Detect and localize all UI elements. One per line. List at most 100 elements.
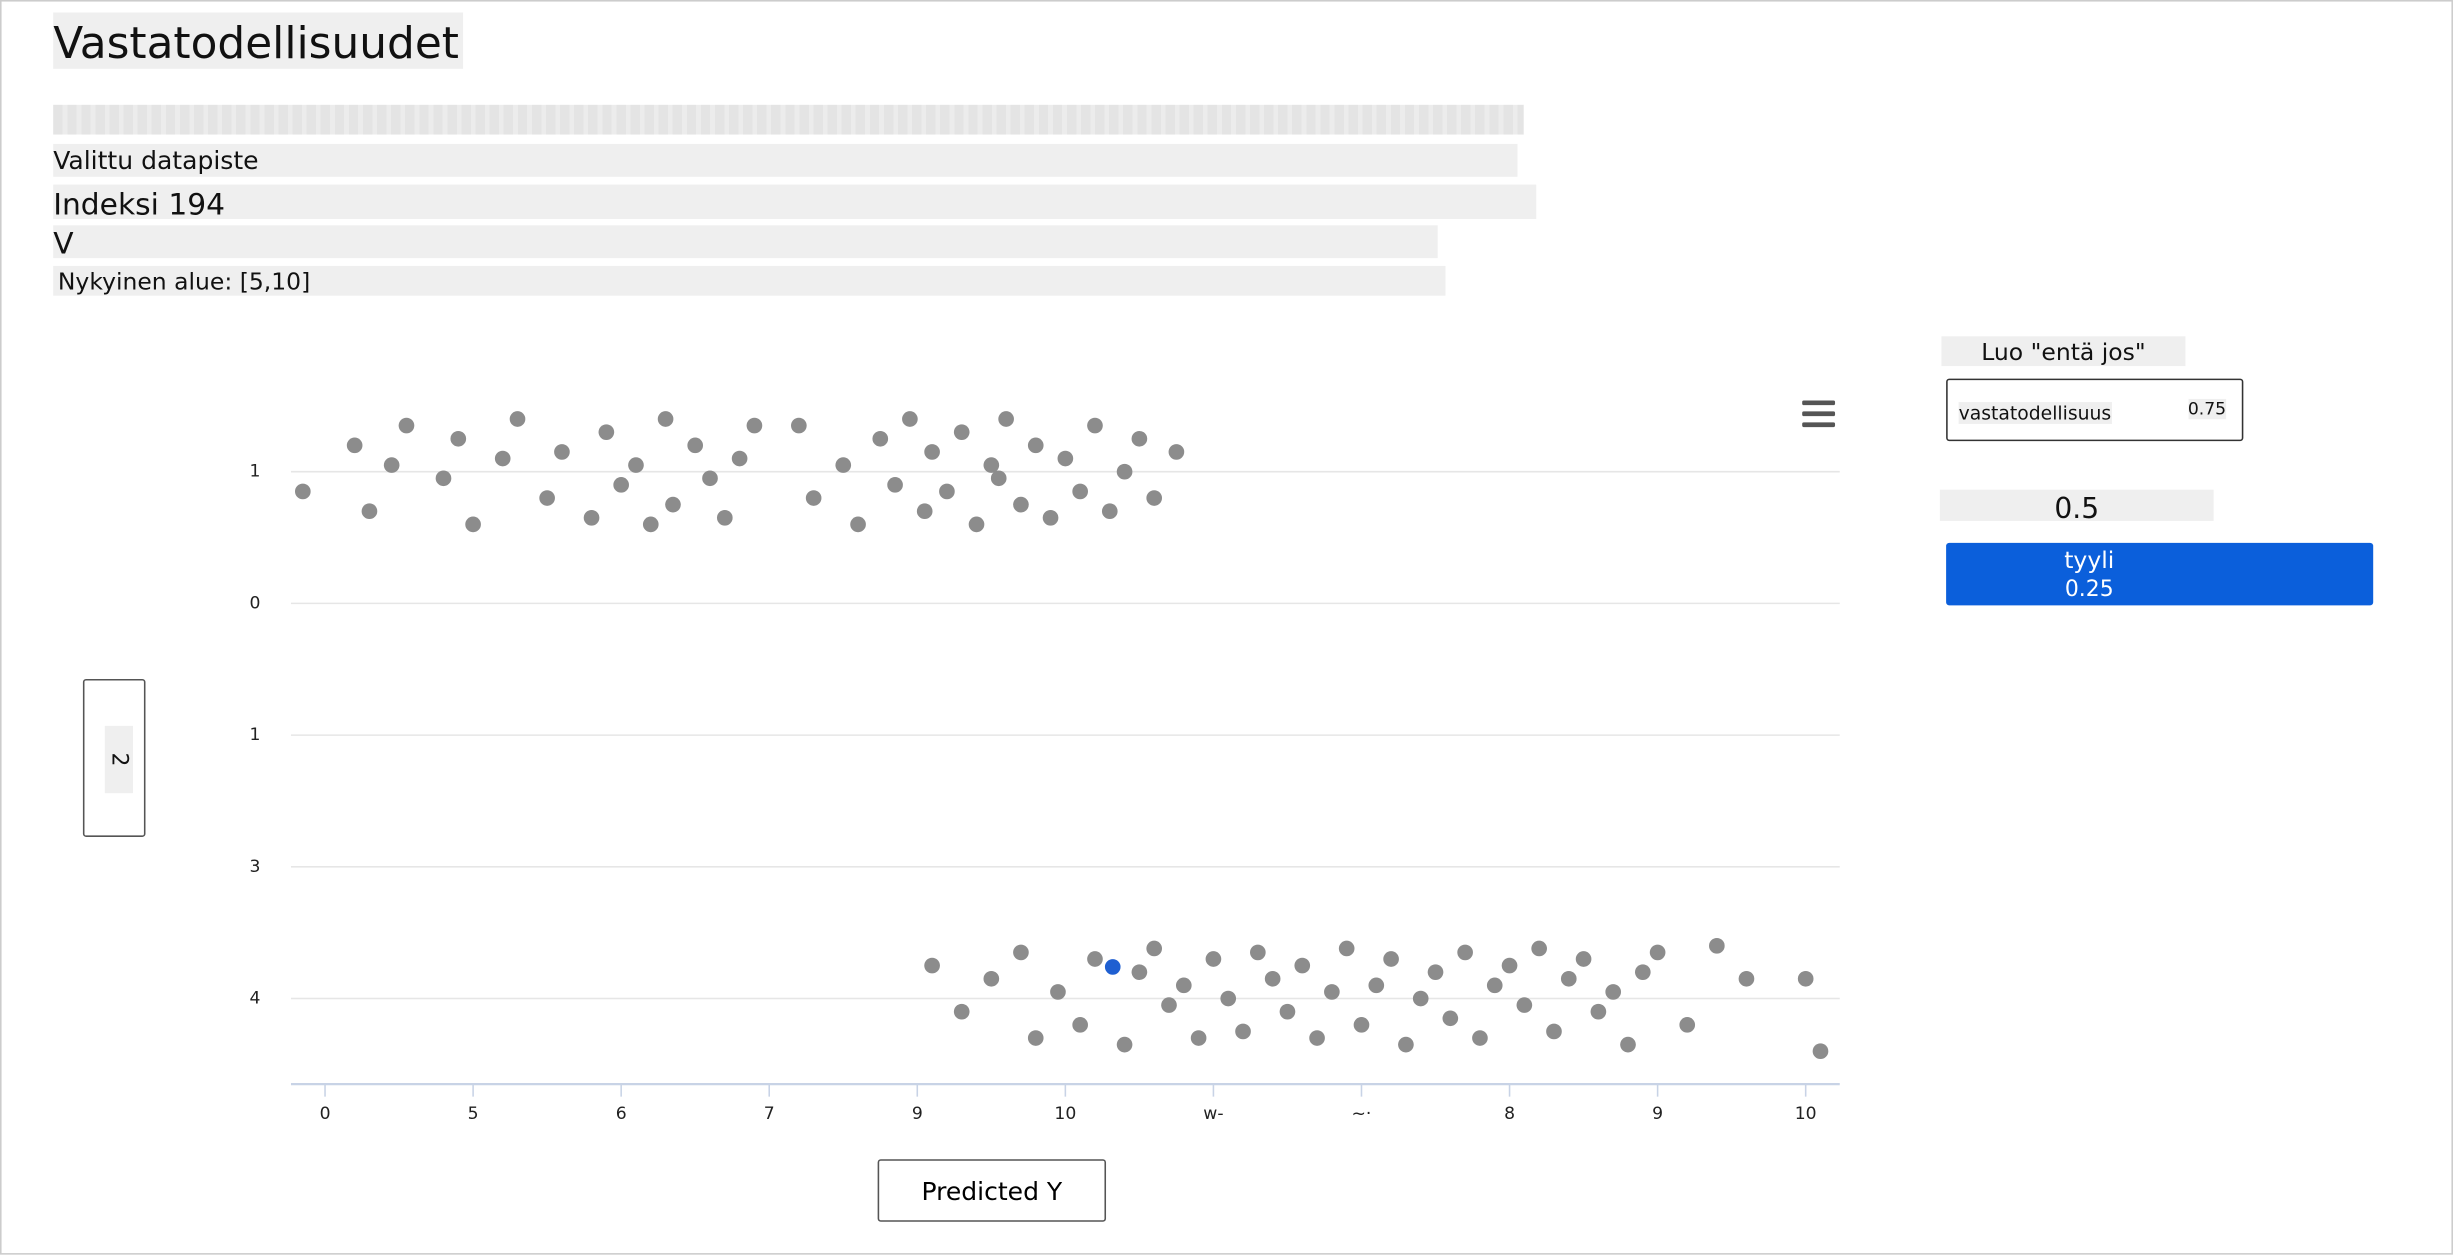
input-value: 0.75 — [2187, 398, 2227, 420]
data-point — [1087, 951, 1103, 967]
data-point — [1457, 944, 1473, 961]
data-point — [598, 424, 615, 440]
data-point — [383, 457, 400, 473]
data-point — [1605, 984, 1622, 1000]
x-tick-label: 0 — [320, 1104, 331, 1124]
page-title: Vastatodellisuudet — [53, 12, 464, 69]
data-point — [1383, 951, 1399, 967]
selected-label: Valittu datapiste — [53, 143, 1518, 177]
data-point — [1634, 964, 1651, 980]
y-tick-label: 1 — [250, 725, 261, 745]
data-point — [1398, 1036, 1414, 1053]
data-point — [494, 450, 511, 467]
data-point — [1709, 938, 1725, 954]
x-tick-label: 7 — [764, 1104, 775, 1124]
data-point — [435, 470, 452, 487]
data-point — [1042, 509, 1059, 526]
data-point — [1368, 977, 1385, 994]
data-point — [924, 444, 940, 460]
x-axis-button[interactable]: Predicted Y — [877, 1159, 1107, 1222]
data-point — [1161, 997, 1177, 1013]
what-if-input[interactable]: vastatodellisuus 0.75 — [1946, 378, 2244, 442]
data-point — [939, 483, 955, 500]
button-label: tyyli — [2064, 545, 2115, 575]
data-point — [953, 1003, 970, 1020]
data-point — [924, 957, 940, 974]
data-point — [1013, 944, 1029, 961]
x-tick-label: 8 — [1504, 1104, 1515, 1124]
data-point — [887, 477, 903, 493]
data-point — [346, 437, 363, 454]
x-tick-label: 9 — [1652, 1104, 1663, 1124]
y-tick-label: 4 — [250, 989, 261, 1009]
y-axis-label: 2 — [104, 725, 133, 794]
button-value: 0.25 — [2064, 577, 2114, 603]
data-point — [1324, 984, 1340, 1000]
data-point — [1205, 951, 1222, 967]
data-point — [805, 490, 822, 506]
data-point — [1168, 444, 1185, 460]
data-point — [613, 477, 629, 493]
menu-icon[interactable] — [1802, 400, 1836, 428]
data-point — [1027, 437, 1044, 454]
data-point — [872, 430, 889, 447]
data-point — [583, 509, 600, 526]
slider-value: 0.5 — [1939, 489, 2214, 526]
range-label: Nykyinen alue: [5,10] — [53, 265, 1446, 296]
data-point — [1531, 940, 1547, 957]
data-point — [983, 457, 1000, 473]
data-point — [1087, 417, 1103, 434]
data-point — [1131, 430, 1148, 447]
x-tick-label: 6 — [616, 1104, 627, 1124]
data-point — [1072, 483, 1088, 500]
data-point — [642, 516, 659, 533]
data-point — [791, 417, 807, 434]
data-point — [1027, 1030, 1044, 1046]
x-tick-label: ~· — [1352, 1104, 1372, 1124]
y-axis-button[interactable]: 2 — [82, 678, 146, 837]
data-point — [1131, 964, 1148, 980]
data-point — [1050, 984, 1066, 1000]
x-tick-label: 5 — [468, 1104, 479, 1124]
data-point — [1486, 977, 1503, 994]
data-point — [361, 503, 378, 520]
data-point — [398, 417, 415, 434]
data-point — [1442, 1010, 1459, 1027]
data-point — [968, 516, 985, 533]
y-tick-label: 1 — [250, 462, 261, 482]
data-point — [1101, 503, 1118, 520]
input-label: vastatodellisuus — [1958, 402, 2112, 424]
data-point — [998, 411, 1014, 427]
data-point — [983, 970, 1000, 987]
y-tick-label: 0 — [250, 593, 261, 613]
x-tick-label: 9 — [912, 1104, 923, 1124]
data-point — [687, 437, 704, 454]
data-point — [1590, 1003, 1607, 1020]
data-point — [554, 444, 570, 460]
data-point — [1338, 940, 1355, 957]
data-point — [295, 483, 311, 500]
data-point — [1013, 496, 1029, 513]
data-point — [657, 411, 674, 427]
data-point — [1116, 1036, 1133, 1053]
data-point — [1679, 1017, 1696, 1033]
data-point — [628, 457, 644, 473]
data-point — [1516, 997, 1533, 1013]
data-point — [716, 509, 733, 526]
data-point — [1072, 1017, 1088, 1033]
data-point — [1575, 951, 1592, 967]
data-point — [990, 470, 1007, 487]
feature-label: V — [53, 225, 1438, 261]
data-point — [1738, 970, 1755, 987]
style-button[interactable]: tyyli 0.25 — [1946, 542, 2374, 606]
x-tick-label: 10 — [1795, 1104, 1817, 1124]
data-point — [1235, 1023, 1251, 1040]
data-point — [1501, 957, 1518, 974]
data-point — [465, 516, 481, 533]
data-point — [953, 424, 970, 440]
data-point — [1472, 1030, 1488, 1046]
data-point — [1560, 970, 1577, 987]
data-point — [1146, 940, 1163, 957]
